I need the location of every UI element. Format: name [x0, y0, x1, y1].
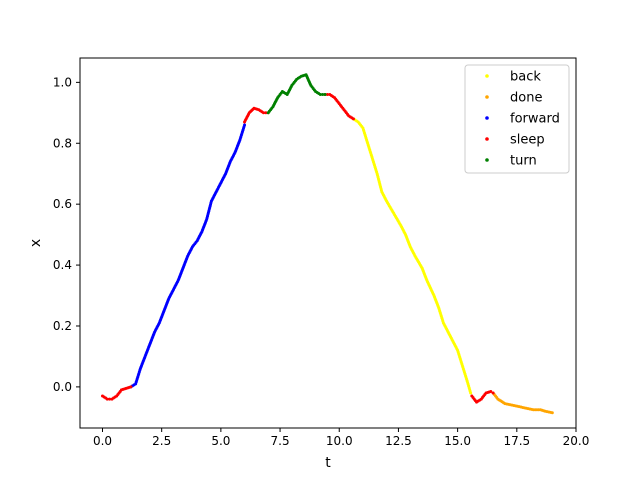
x-tick-label: 0.0: [93, 434, 112, 448]
legend-label: sleep: [510, 133, 545, 148]
data-point: [261, 111, 265, 115]
legend-box: [464, 64, 570, 174]
legend-item-turn: turn: [485, 154, 537, 169]
x-tick-label: 15.0: [444, 434, 471, 448]
legend-item-sleep: sleep: [485, 133, 545, 148]
legend-items: back done forward sleep turn: [485, 70, 560, 169]
x-tick-label: 20.0: [563, 434, 590, 448]
plot-frame: [79, 57, 577, 429]
y-tick-label: 0.4: [53, 258, 72, 272]
data-point: [243, 123, 247, 127]
data-point: [108, 397, 112, 401]
legend: back done forward sleep turn: [464, 64, 570, 174]
data-point: [491, 391, 495, 395]
data-point: [489, 389, 493, 393]
series-done: [491, 391, 554, 415]
legend-item-forward: forward: [485, 112, 560, 127]
legend-marker: [485, 95, 489, 99]
data-point: [321, 93, 325, 97]
x-tick-label: 2.5: [152, 434, 171, 448]
y-tick-label: 0.0: [53, 380, 72, 394]
legend-marker: [485, 158, 489, 162]
legend-marker: [485, 74, 489, 78]
data-point: [469, 391, 473, 395]
x-tick-label: 10.0: [326, 434, 353, 448]
x-tick-label: 12.5: [385, 434, 412, 448]
data-point: [325, 93, 329, 97]
data-point: [351, 117, 355, 121]
y-tick-label: 0.8: [53, 136, 72, 150]
series-turn: [266, 73, 327, 115]
data-point: [129, 385, 133, 389]
data-point: [264, 111, 268, 115]
y-tick-label: 0.6: [53, 197, 72, 211]
x-axis-ticks: 0.0 2.5 5.0 7.5 10.0 12.5 15.0 17.5 20.0: [93, 428, 589, 448]
data-points: [100, 73, 554, 415]
legend-item-done: done: [485, 91, 542, 106]
x-tick-label: 5.0: [211, 434, 230, 448]
y-tick-label: 0.2: [53, 319, 72, 333]
y-tick-label: 1.0: [53, 75, 72, 89]
x-axis-label: t: [325, 455, 331, 471]
legend-label: turn: [510, 154, 537, 169]
data-point: [105, 397, 109, 401]
x-tick-label: 7.5: [271, 434, 290, 448]
data-point: [323, 93, 327, 97]
series-forward: [129, 123, 247, 389]
data-point: [318, 93, 322, 97]
x-tick-label: 17.5: [503, 434, 530, 448]
legend-label: forward: [510, 112, 560, 127]
y-axis-label: x: [28, 239, 44, 247]
legend-label: done: [510, 91, 542, 106]
legend-marker: [485, 137, 489, 141]
legend-marker: [485, 116, 489, 120]
y-axis-ticks: 0.0 0.2 0.4 0.6 0.8 1.0: [53, 75, 80, 394]
legend-label: back: [510, 70, 541, 85]
legend-item-back: back: [485, 70, 541, 85]
series-back: [351, 117, 473, 395]
data-point: [550, 411, 554, 415]
